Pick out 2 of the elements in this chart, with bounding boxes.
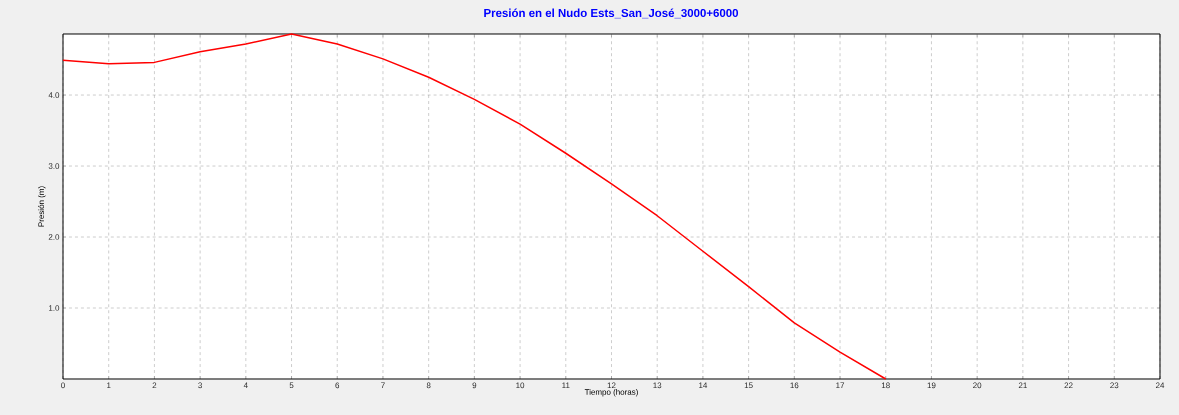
line-series [62,33,887,380]
chart-title: Presión en el Nudo Ests_San_José_3000+6000 [484,8,739,19]
